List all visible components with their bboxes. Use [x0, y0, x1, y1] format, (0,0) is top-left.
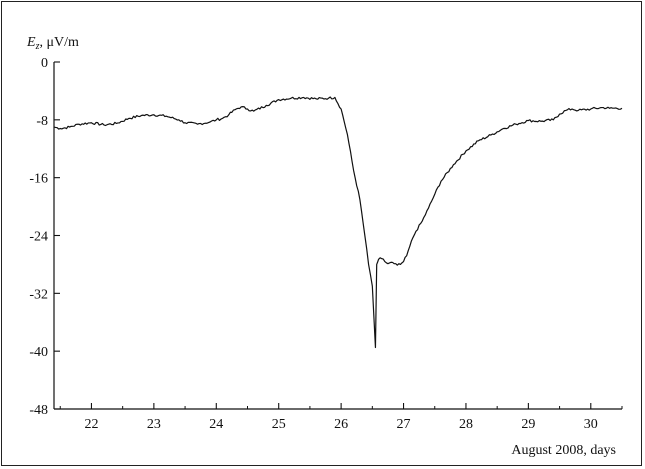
y-tick-label: -32 [29, 287, 48, 302]
x-tick-label: 24 [209, 417, 223, 432]
tick-labels: 0 -8 -16 -24 -32 -40 -48 22 23 24 25 26 27 28 29 30 [29, 56, 597, 432]
y-tick-label: 0 [41, 56, 48, 71]
y-axis-title-unit: , μV/m [39, 35, 79, 50]
y-axis-title: Ez, μV/m [26, 35, 79, 52]
y-axis-title-symbol: E [26, 35, 36, 50]
ticks [54, 61, 623, 410]
x-tick-label: 30 [584, 417, 598, 432]
y-tick-label: -24 [29, 230, 48, 245]
y-tick-label: -48 [29, 403, 48, 418]
x-tick-label: 26 [334, 417, 348, 432]
x-tick-label: 25 [272, 417, 286, 432]
x-tick-label: 22 [84, 417, 98, 432]
y-tick-label: -16 [29, 172, 48, 187]
x-tick-label: 23 [147, 417, 161, 432]
x-tick-label: 28 [459, 417, 473, 432]
y-axis-title-subscript: z [35, 41, 40, 52]
ez-series-line [53, 96, 623, 349]
y-tick-label: -40 [29, 345, 48, 360]
x-tick-label: 29 [521, 417, 535, 432]
axes [53, 62, 622, 410]
x-tick-label: 27 [397, 417, 411, 432]
x-axis-title: August 2008, days [511, 443, 616, 458]
y-tick-label: -8 [36, 114, 48, 129]
